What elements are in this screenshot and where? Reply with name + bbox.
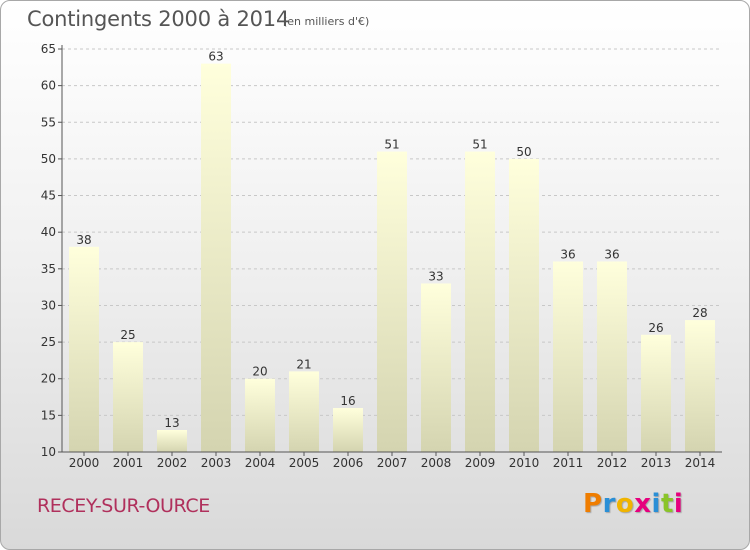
bar-value-label: 51 [384, 138, 399, 152]
bar-value-label: 28 [692, 306, 707, 320]
y-tick-label: 40 [41, 225, 56, 239]
bar-value-label: 26 [648, 321, 663, 335]
y-tick-label: 65 [41, 42, 56, 56]
bar-2005 [289, 371, 319, 452]
labels: 10 15 20 25 30 35 40 45 50 55 60 65 38 2000 25 2001 13 20… [41, 42, 716, 470]
commune-name: RECEY-SUR-OURCE [37, 495, 210, 517]
y-tick-label: 45 [41, 189, 56, 203]
y-tick-label: 60 [41, 79, 56, 93]
x-tick-label: 2003 [201, 456, 232, 470]
bar-value-label: 50 [516, 145, 531, 159]
x-tick-label: 2009 [465, 456, 496, 470]
logo-letter: i [673, 489, 684, 519]
bar-2002 [157, 430, 187, 452]
x-tick-label: 2008 [421, 456, 452, 470]
y-tick-label: 55 [41, 115, 56, 129]
logo-letter: r [602, 489, 616, 519]
bar-value-label: 33 [428, 269, 443, 283]
bar-2004 [245, 378, 275, 452]
logo-letter: o [615, 489, 635, 519]
axes [58, 45, 722, 456]
chart-unit: (en milliers d'€) [283, 15, 370, 28]
bar-value-label: 21 [296, 357, 311, 371]
x-tick-label: 2005 [289, 456, 320, 470]
x-tick-label: 2006 [333, 456, 364, 470]
logo-letter: x [634, 489, 652, 519]
bars [69, 63, 715, 453]
chart-title: Contingents 2000 à 2014 [27, 7, 290, 31]
bar-value-label: 38 [76, 233, 91, 247]
x-tick-label: 2010 [509, 456, 540, 470]
y-tick-label: 25 [41, 335, 56, 349]
logo-letter: i [651, 489, 661, 519]
x-tick-label: 2013 [641, 456, 672, 470]
y-tick-label: 35 [41, 262, 56, 276]
bar-value-label: 20 [252, 365, 267, 379]
bar-2014 [685, 320, 715, 452]
bar-value-label: 25 [120, 328, 135, 342]
bar-2008 [421, 283, 451, 452]
x-tick-label: 2004 [245, 456, 276, 470]
y-tick-label: 30 [41, 298, 56, 312]
bar-2009 [465, 151, 495, 452]
bar-2006 [333, 408, 363, 452]
bar-value-label: 51 [472, 138, 487, 152]
bar-value-label: 16 [340, 394, 355, 408]
x-tick-label: 2014 [685, 456, 716, 470]
x-tick-label: 2011 [553, 456, 584, 470]
x-tick-label: 2007 [377, 456, 408, 470]
bar-2013 [641, 334, 671, 452]
bar-value-label: 13 [164, 416, 179, 430]
logo-letter: t [660, 489, 674, 519]
bar-2012 [597, 261, 627, 452]
logo-letter: P [583, 489, 603, 519]
x-tick-label: 2012 [597, 456, 628, 470]
x-tick-label: 2002 [157, 456, 188, 470]
bar-value-label: 36 [560, 247, 575, 261]
x-tick-label: 2000 [69, 456, 100, 470]
proxiti-logo: Proxiti [583, 489, 683, 519]
bar-value-label: 36 [604, 247, 619, 261]
bar-value-label: 63 [208, 50, 223, 64]
x-tick-label: 2001 [113, 456, 144, 470]
y-tick-label: 20 [41, 372, 56, 386]
bar-2011 [553, 261, 583, 452]
bar-2001 [113, 342, 143, 452]
y-tick-label: 10 [41, 445, 56, 459]
bar-2010 [509, 158, 539, 452]
y-tick-label: 15 [41, 408, 56, 422]
bar-2007 [377, 151, 407, 452]
y-tick-label: 50 [41, 152, 56, 166]
bar-2000 [69, 246, 99, 452]
bar-2003 [201, 63, 231, 453]
